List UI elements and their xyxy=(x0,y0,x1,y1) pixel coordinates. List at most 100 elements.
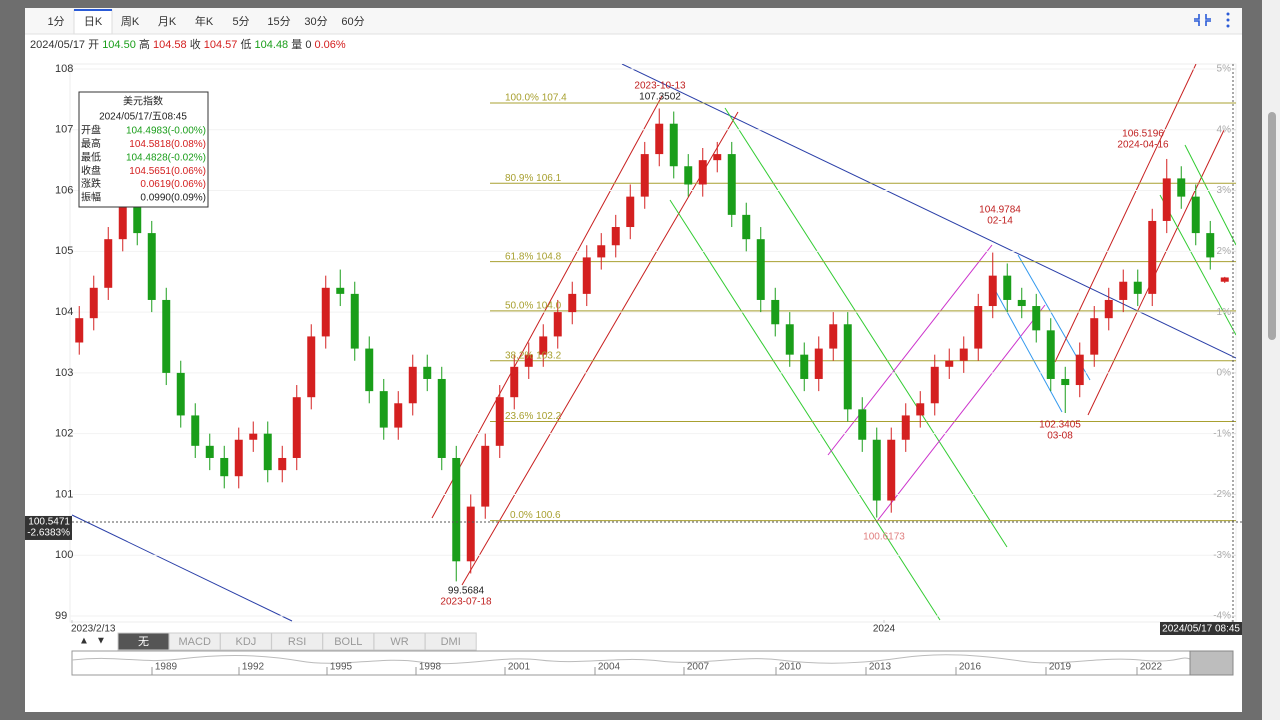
candle-body xyxy=(220,457,229,477)
tab[interactable]: 60分 xyxy=(341,15,364,28)
candle-body xyxy=(930,366,939,404)
tab[interactable]: 日K xyxy=(84,16,103,28)
tab[interactable]: 月K xyxy=(158,16,177,28)
candle-body xyxy=(1075,354,1084,386)
candle-body xyxy=(727,154,736,215)
annotation-date: 2024-04-16 xyxy=(1117,140,1169,151)
tooltip-title: 美元指数 xyxy=(123,95,163,108)
indicator-tab-bg[interactable] xyxy=(424,632,477,651)
candle-body xyxy=(843,324,852,410)
candle-body xyxy=(379,391,388,428)
candle-body xyxy=(640,154,649,197)
candle-body xyxy=(191,415,200,446)
y-tick-label: 104 xyxy=(55,306,73,318)
info-value: 0 xyxy=(305,39,311,51)
tooltip-value: 104.5818(0.08%) xyxy=(129,139,206,150)
tab[interactable]: 1分 xyxy=(47,15,64,28)
candle-body xyxy=(336,287,345,294)
y2-tick-label: 0% xyxy=(1217,368,1232,379)
tooltip-name: 收盘 xyxy=(81,164,101,177)
candle-body xyxy=(263,433,272,471)
indicator-tab[interactable]: 无 xyxy=(138,636,149,648)
tooltip-name: 涨跌 xyxy=(81,177,101,190)
candle-body xyxy=(307,336,316,398)
candle-body xyxy=(785,324,794,355)
candle-body xyxy=(234,439,243,477)
candle-body xyxy=(655,123,664,155)
y2-tick-label: -2% xyxy=(1213,489,1231,500)
candle-body xyxy=(75,318,84,343)
candle-body xyxy=(814,348,823,379)
candle-body xyxy=(1090,318,1099,355)
overview-year: 2007 xyxy=(687,662,710,673)
tab[interactable]: 5分 xyxy=(232,15,249,28)
tooltip-name: 最高 xyxy=(81,137,101,150)
menu-icon[interactable] xyxy=(1226,12,1230,28)
y-tick-label: 105 xyxy=(55,245,73,257)
candle-body xyxy=(872,439,881,501)
indicator-tab[interactable]: DMI xyxy=(441,636,461,648)
fullscreen-icon[interactable] xyxy=(1194,14,1211,26)
candle-body xyxy=(510,366,519,398)
indicator-tab[interactable]: WR xyxy=(390,636,408,648)
overview-year: 1998 xyxy=(419,662,442,673)
tab-bar xyxy=(25,8,1242,34)
overview-year: 2022 xyxy=(1140,662,1163,673)
overview[interactable] xyxy=(71,650,1234,676)
tooltip-name: 开盘 xyxy=(81,124,101,137)
overview-year: 2004 xyxy=(598,662,621,673)
indicator-tab[interactable]: RSI xyxy=(288,636,306,648)
annotation-date: 2023-10-13 xyxy=(634,81,686,92)
overview-year: 2013 xyxy=(869,662,892,673)
tab[interactable]: 周K xyxy=(121,15,140,28)
candle-body xyxy=(829,324,838,349)
tab-active-bg xyxy=(73,9,113,35)
tab[interactable]: 年K xyxy=(195,14,214,28)
candle-body xyxy=(611,227,620,246)
overview-year: 1995 xyxy=(330,662,353,673)
fib-label: 100.0% 107.4 xyxy=(505,93,567,104)
candle-body xyxy=(321,287,330,337)
x-cursor-label: 2024/05/17 08:45 xyxy=(1162,624,1240,635)
indicator-tab[interactable]: BOLL xyxy=(334,636,362,648)
tooltip-box xyxy=(78,91,209,208)
candle-body xyxy=(916,403,925,416)
scroll-down[interactable]: ▼ xyxy=(96,636,106,647)
annotation-price: 102.3405 xyxy=(1039,420,1081,431)
candle-body xyxy=(756,239,765,300)
candle-body xyxy=(887,439,896,501)
tab[interactable]: 15分 xyxy=(267,15,290,28)
tooltip-value: 104.5651(0.06%) xyxy=(129,166,206,177)
candle-body xyxy=(669,123,678,167)
y-tick-label: 103 xyxy=(55,367,73,379)
crosshair-pct: -2.6383% xyxy=(27,528,70,539)
candle-body xyxy=(945,360,954,367)
scroll-thumb[interactable] xyxy=(1268,112,1276,340)
trend-lines xyxy=(71,64,1236,622)
y-tick-label: 108 xyxy=(55,63,73,75)
overview-year: 2010 xyxy=(779,662,802,673)
candle-body xyxy=(1148,220,1157,294)
fib-label: 23.6% 102.2 xyxy=(505,411,562,422)
scroll-up[interactable]: ▲ xyxy=(79,636,89,647)
candle-body xyxy=(118,196,127,240)
candle-body xyxy=(698,160,707,185)
candle-body xyxy=(800,354,809,379)
tooltip-value: 0.0619(0.06%) xyxy=(140,179,206,190)
candle-body xyxy=(452,457,461,562)
indicator-tab[interactable]: MACD xyxy=(179,636,211,648)
indicator-tab[interactable]: KDJ xyxy=(236,636,257,648)
fib-label: 50.0% 104.0 xyxy=(505,301,562,312)
info-value: 104.50 xyxy=(102,39,136,51)
candle-body xyxy=(626,196,635,228)
candle-body xyxy=(959,348,968,361)
info-label: 高 xyxy=(139,37,150,51)
candle-body xyxy=(89,287,98,319)
overview-year: 1989 xyxy=(155,662,178,673)
info-value: 104.48 xyxy=(255,39,289,51)
fib-label: 80.9% 106.1 xyxy=(505,173,562,184)
fib-label: 38.2% 103.2 xyxy=(505,350,562,361)
crosshair-value: 100.5471 xyxy=(28,517,70,528)
tab[interactable]: 30分 xyxy=(304,15,327,28)
